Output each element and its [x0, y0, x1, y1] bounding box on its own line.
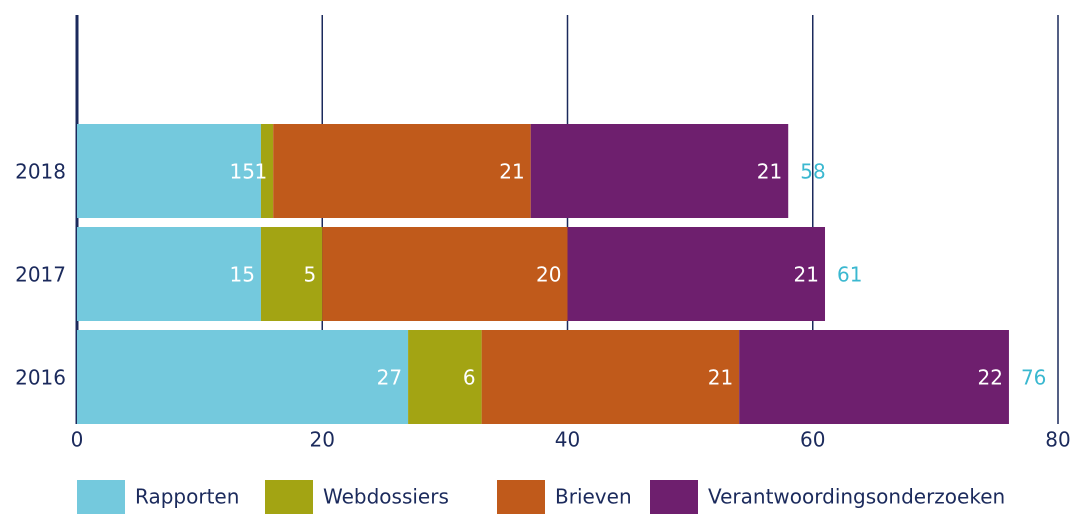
data-label: 21: [757, 160, 782, 184]
data-label: 27: [377, 366, 402, 390]
bar-segment: [260, 227, 323, 321]
x-tick-label: 40: [555, 428, 580, 452]
total-label: 76: [1021, 366, 1046, 390]
data-label: 1: [254, 160, 267, 184]
x-tick-label: 20: [310, 428, 335, 452]
data-label: 20: [536, 263, 561, 287]
legend-swatch: [497, 480, 545, 514]
data-label: 6: [463, 366, 476, 390]
bar-segment: [567, 227, 826, 321]
legend-label: Rapporten: [135, 485, 239, 509]
bar-segment: [77, 330, 409, 424]
y-tick-label: 2017: [15, 263, 66, 287]
bar-segment: [77, 227, 261, 321]
data-label: 22: [977, 366, 1002, 390]
x-tick-label: 80: [1045, 428, 1070, 452]
bar-segment: [481, 330, 740, 424]
data-label: 21: [499, 160, 524, 184]
x-tick-label: 0: [71, 428, 84, 452]
total-label: 61: [837, 263, 862, 287]
data-label: 21: [794, 263, 819, 287]
bar-segment: [260, 124, 274, 218]
y-tick-label: 2016: [15, 366, 66, 390]
legend-swatch: [265, 480, 313, 514]
data-label: 15: [229, 160, 254, 184]
total-label: 58: [800, 160, 825, 184]
bar-segment: [408, 330, 482, 424]
x-tick-label: 60: [800, 428, 825, 452]
data-label: 21: [708, 366, 733, 390]
data-label: 15: [229, 263, 254, 287]
y-tick-label: 2018: [15, 160, 66, 184]
bar-segment: [77, 124, 261, 218]
legend-label: Verantwoordingsonderzoeken: [708, 485, 1005, 509]
legend-swatch: [650, 480, 698, 514]
bar-segment: [530, 124, 789, 218]
legend-label: Webdossiers: [323, 485, 449, 509]
bar-segment: [273, 124, 531, 218]
data-label: 5: [304, 263, 317, 287]
bar-segment: [322, 227, 568, 321]
legend-label: Brieven: [555, 485, 632, 509]
legend-swatch: [77, 480, 125, 514]
bar-segment: [739, 330, 1009, 424]
